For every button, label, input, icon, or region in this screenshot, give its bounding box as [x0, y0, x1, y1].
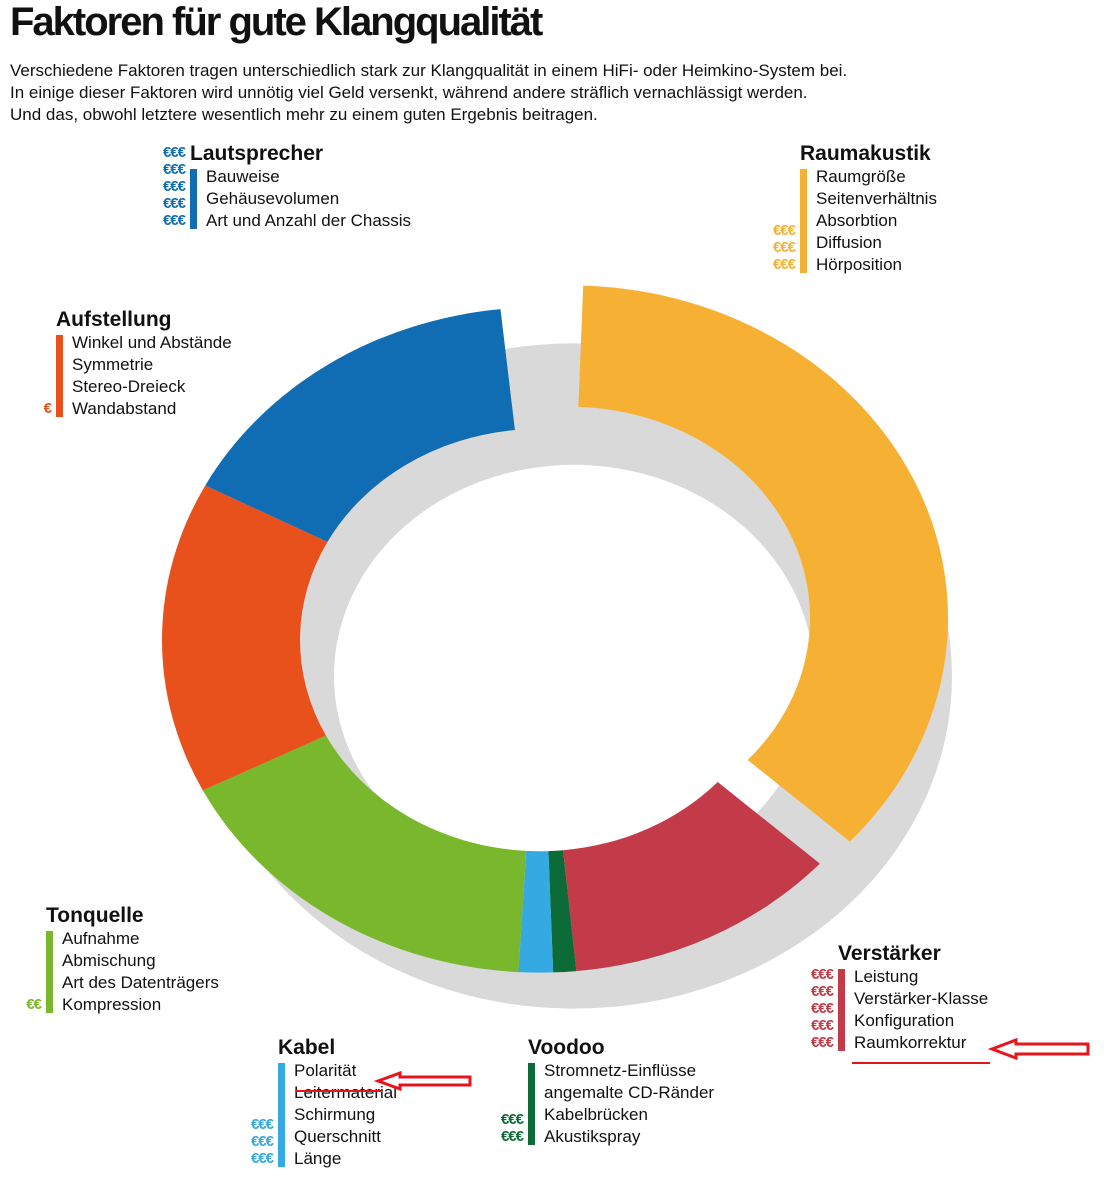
legend-item: Symmetrie [72, 355, 154, 374]
legend-item: Art des Datenträgers [62, 973, 219, 992]
legend-item: Stromnetz-Einflüsse [544, 1061, 697, 1080]
euro-icon: €€€ [162, 212, 186, 229]
slice-raumakustik [578, 285, 948, 842]
legend-item: angemalte CD-Ränder [544, 1083, 715, 1102]
euro-icon: €€€ [772, 239, 796, 256]
euro-icon: €€€ [162, 195, 186, 212]
euro-icon: €€€ [810, 966, 834, 983]
legend-color-bar [800, 169, 807, 273]
euro-icon: €€€ [162, 161, 186, 178]
legend-voodoo: Voodoo Stromnetz-Einflüsse angemalte CD-Rä… [490, 1036, 714, 1148]
legend-title: Verstärker [838, 942, 941, 965]
cost-indicator: €€€ €€€ [490, 1111, 524, 1145]
euro-icon: €€€ [250, 1150, 274, 1167]
legend-color-bar [56, 335, 63, 417]
intro-line: Und das, obwohl letztere wesentlich mehr… [10, 105, 598, 124]
cost-indicator: €€€ €€€ €€€ [240, 1116, 274, 1167]
euro-icon: €€€ [250, 1116, 274, 1133]
legend-item: Raumkorrektur [854, 1033, 967, 1052]
legend-color-bar [190, 169, 197, 229]
legend-item: Leitermaterial [294, 1083, 397, 1102]
legend-color-bar [528, 1063, 535, 1145]
legend-item: Leistung [854, 967, 919, 986]
legend-item: Aufnahme [62, 929, 140, 948]
legend-item: Winkel und Abstände [72, 333, 232, 352]
euro-icon: €€€ [810, 1017, 834, 1034]
euro-icon: €€€ [162, 178, 186, 195]
legend-color-bar [278, 1063, 285, 1167]
legend-item: Abmischung [62, 951, 156, 970]
legend-item: Konfiguration [854, 1011, 955, 1030]
legend-item: Diffusion [816, 233, 882, 252]
legend-item: Art und Anzahl der Chassis [206, 211, 412, 230]
cost-indicator: €€€ €€€ €€€ €€€ €€€ [800, 966, 834, 1051]
euro-icon: €€€ [810, 983, 834, 1000]
legend-item: Kompression [62, 995, 162, 1014]
legend-item: Gehäusevolumen [206, 189, 340, 208]
slice-lautsprecher [205, 309, 515, 542]
euro-icon: €€€ [162, 144, 186, 161]
euro-icon: € [43, 400, 52, 417]
legend-item: Verstärker-Klasse [854, 989, 989, 1008]
legend-color-bar [46, 931, 53, 1013]
legend-item: Akustikspray [544, 1127, 641, 1146]
intro-line: In einige dieser Faktoren wird unnötig v… [10, 83, 808, 102]
slice-tonquelle [202, 735, 527, 973]
legend-item: Länge [294, 1149, 342, 1168]
slice-voodoo [548, 850, 577, 973]
legend-item: Querschnitt [294, 1127, 381, 1146]
slice-aufstellung [162, 485, 328, 791]
page-title: Faktoren für gute Klangqualität [10, 0, 543, 44]
legend-item: Polarität [294, 1061, 357, 1080]
legend-title: Kabel [278, 1036, 336, 1059]
cost-indicator: € [18, 400, 52, 417]
legend-item: Kabelbrücken [544, 1105, 648, 1124]
legend-verstärker: Verstärker Leistung Verstärker-Klasse Konfi… [800, 942, 988, 1054]
legend-raumakustik: Raumakustik Raumgröße Seitenverhältnis Abso… [762, 142, 937, 276]
legend-item: Seitenverhältnis [816, 189, 937, 208]
legend-tonquelle: Tonquelle Aufnahme Abmischung Art des Daten… [8, 904, 219, 1016]
legend-color-bar [838, 969, 845, 1051]
euro-icon: €€€ [772, 222, 796, 239]
legend-title: Aufstellung [56, 308, 172, 331]
cost-indicator: €€€ €€€ €€€ [762, 222, 796, 273]
intro-text: Verschiedene Faktoren tragen unterschied… [10, 60, 847, 126]
cost-indicator: €€ [8, 996, 42, 1013]
legend-item: Schirmung [294, 1105, 376, 1124]
euro-icon: €€€ [500, 1128, 524, 1145]
legend-title: Tonquelle [46, 904, 144, 927]
euro-icon: €€€ [250, 1133, 274, 1150]
legend-title: Raumakustik [800, 142, 931, 165]
euro-icon: €€€ [810, 1034, 834, 1051]
intro-line: Verschiedene Faktoren tragen unterschied… [10, 61, 848, 80]
legend-item: Raumgröße [816, 167, 906, 186]
legend-aufstellung: Aufstellung Winkel und Abstände Symmetrie S… [18, 308, 232, 420]
legend-title: Voodoo [528, 1036, 605, 1059]
legend-item: Bauweise [206, 167, 280, 186]
euro-icon: €€€ [810, 1000, 834, 1017]
slice-verstärker [563, 781, 820, 972]
euro-icon: €€€ [500, 1111, 524, 1128]
legend-kabel: Kabel Polarität Leitermaterial Schirmung Que… [240, 1036, 397, 1170]
legend-item: Stereo-Dreieck [72, 377, 186, 396]
legend-lautsprecher: Lautsprecher Bauweise Gehäusevolumen Art un… [152, 142, 411, 232]
slice-kabel [518, 850, 554, 973]
legend-item: Hörposition [816, 255, 902, 274]
legend-item: Wandabstand [72, 399, 177, 418]
euro-icon: €€€ [772, 256, 796, 273]
legend-title: Lautsprecher [190, 142, 324, 165]
euro-icon: €€ [26, 996, 42, 1013]
cost-indicator: €€€ €€€ €€€ €€€ €€€ [152, 144, 186, 229]
legend-item: Absorbtion [816, 211, 898, 230]
